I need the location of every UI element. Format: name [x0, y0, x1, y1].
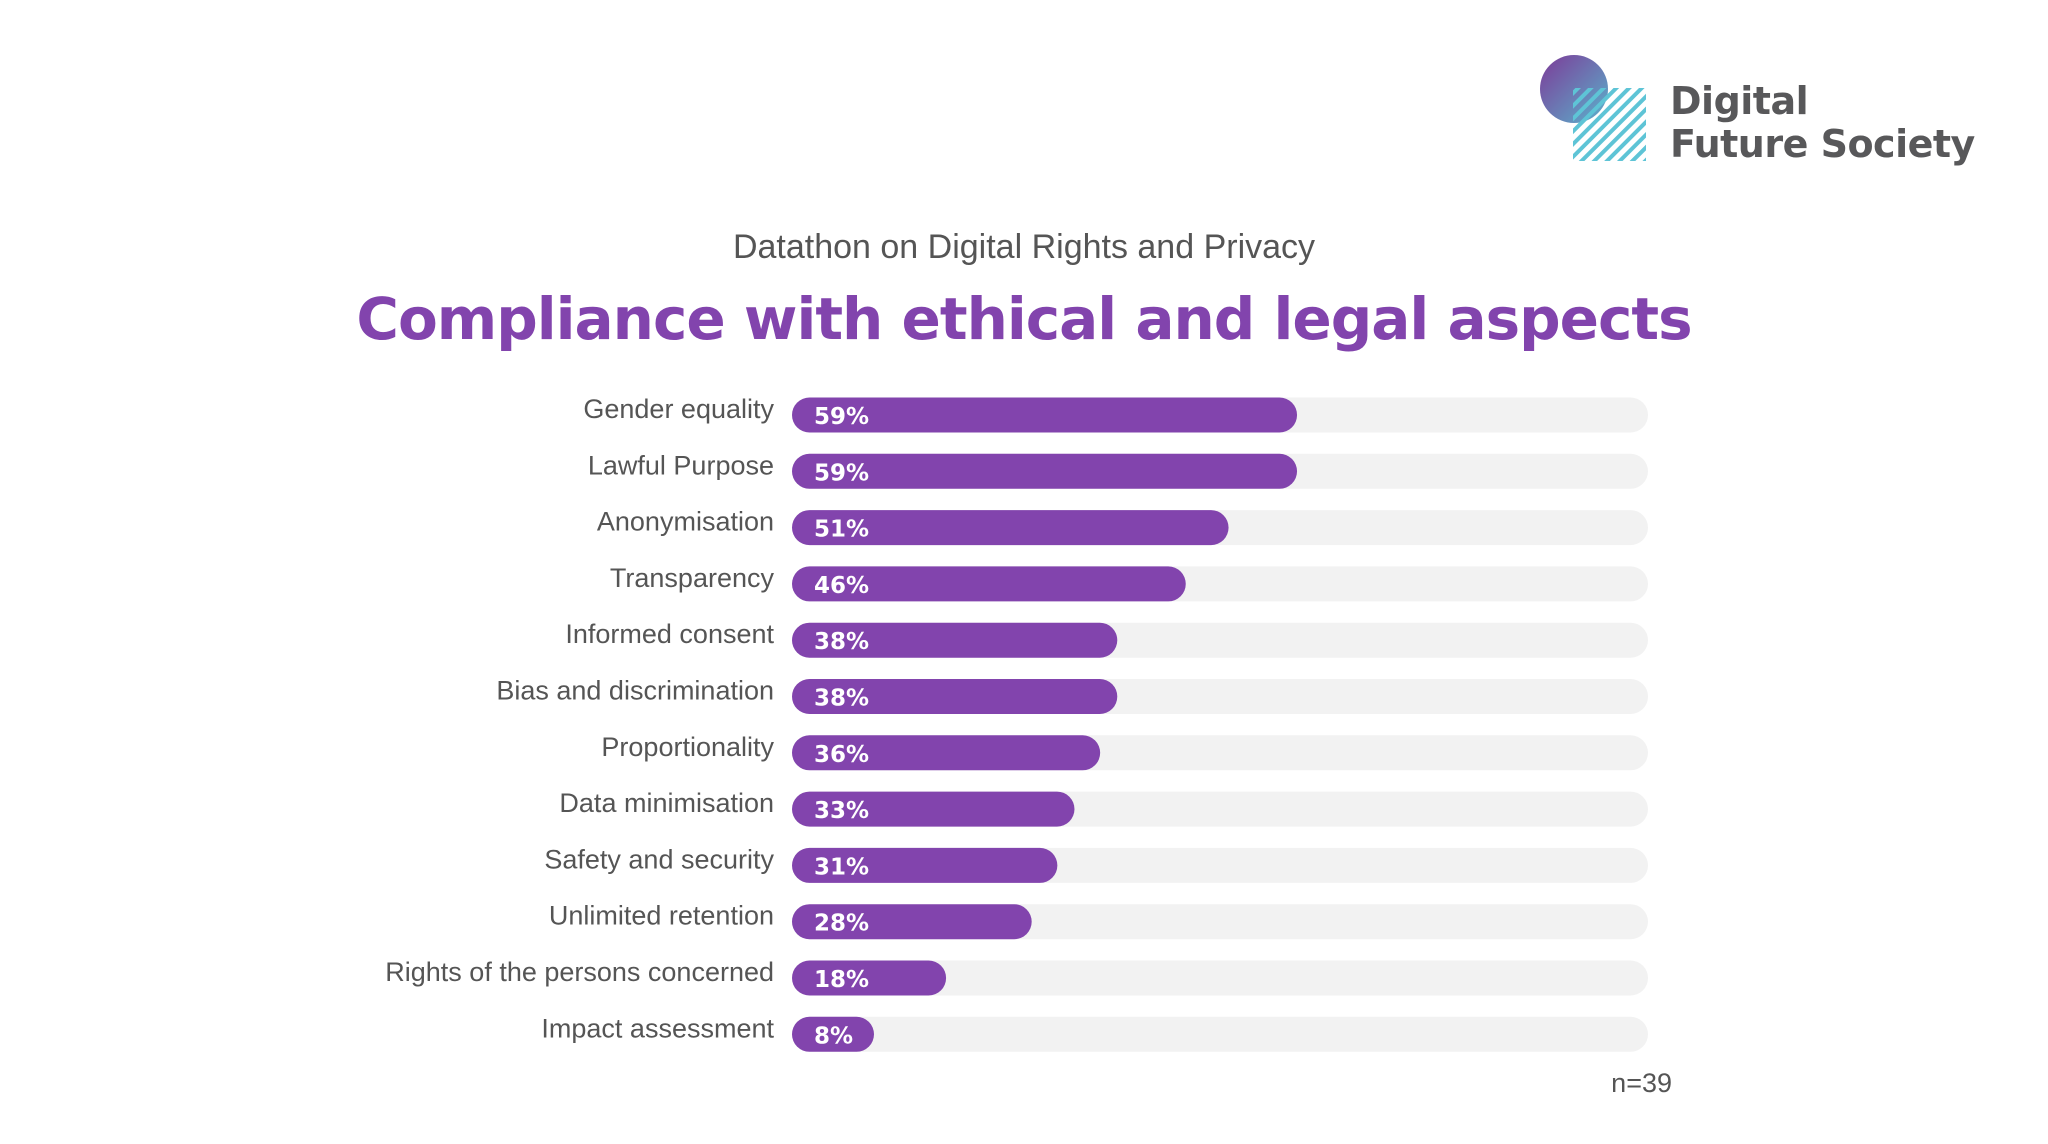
data-label: 28%	[814, 911, 869, 937]
category-label: Informed consent	[565, 619, 774, 649]
chart-title: Compliance with ethical and legal aspect…	[356, 285, 1692, 353]
data-label: 31%	[814, 854, 869, 880]
bar	[792, 566, 1186, 602]
bar	[792, 960, 947, 996]
bar	[792, 622, 1118, 658]
data-label: 36%	[814, 742, 869, 768]
data-label: 46%	[814, 573, 869, 599]
data-label: 38%	[814, 686, 869, 712]
bar-track	[792, 960, 1648, 996]
bar	[792, 510, 1229, 546]
category-label: Rights of the persons concerned	[385, 957, 774, 987]
bar	[792, 791, 1075, 827]
bar	[792, 735, 1101, 771]
data-label: 8%	[814, 1023, 853, 1049]
logo-text: Digital Future Society	[1670, 80, 1975, 166]
bar	[792, 453, 1298, 489]
category-label: Impact assessment	[541, 1013, 774, 1043]
data-label: 33%	[814, 798, 869, 824]
category-label: Gender equality	[583, 394, 774, 424]
bar	[792, 1016, 874, 1052]
data-label: 38%	[814, 629, 869, 655]
data-label: 18%	[814, 967, 869, 993]
bar	[792, 679, 1118, 714]
logo-line2: Future Society	[1670, 122, 1975, 166]
chart-subtitle: Datathon on Digital Rights and Privacy	[732, 228, 1316, 266]
bar	[792, 847, 1058, 883]
logo-line1: Digital	[1670, 79, 1809, 123]
category-label: Unlimited retention	[549, 901, 774, 931]
logo-mark-icon	[1540, 55, 1646, 161]
category-label: Lawful Purpose	[588, 450, 774, 480]
bar	[792, 904, 1032, 940]
data-label: 59%	[814, 404, 869, 430]
data-label: 51%	[814, 517, 869, 543]
category-label: Safety and security	[544, 844, 774, 874]
category-label: Bias and discrimination	[496, 676, 774, 706]
bar	[792, 397, 1298, 433]
category-label: Proportionality	[601, 732, 774, 762]
sample-size: n=39	[1611, 1068, 1672, 1098]
bar-track	[792, 1016, 1648, 1052]
category-label: Anonymisation	[597, 507, 774, 537]
logo: Digital Future Society	[1535, 52, 1995, 172]
category-label: Transparency	[610, 563, 775, 593]
category-label: Data minimisation	[559, 788, 774, 818]
data-label: 59%	[814, 460, 869, 486]
